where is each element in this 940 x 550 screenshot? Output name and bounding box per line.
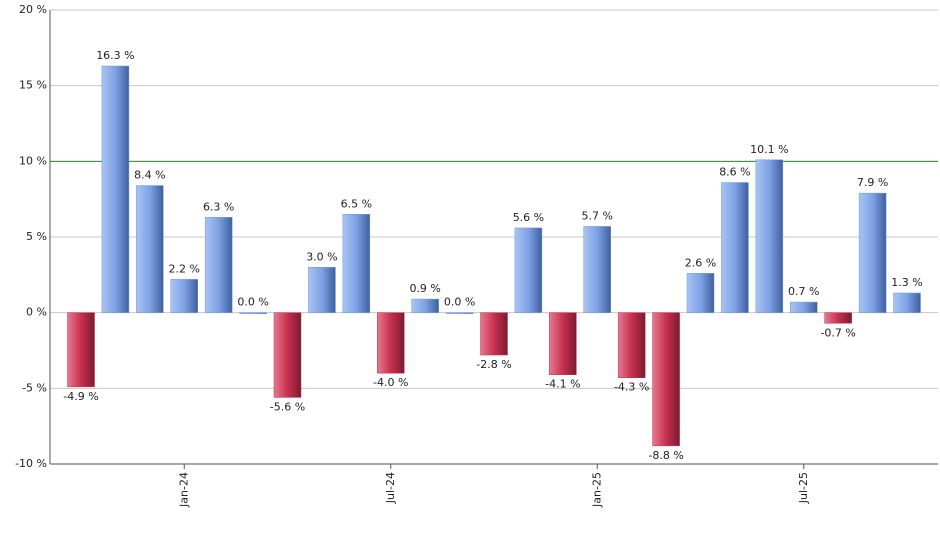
bar — [101, 65, 130, 313]
bar — [790, 301, 818, 313]
bar — [480, 312, 508, 356]
bar — [549, 312, 577, 375]
bar — [617, 312, 646, 378]
bar — [445, 312, 474, 314]
value-label: -5.6 % — [270, 400, 305, 413]
value-label: 2.2 % — [169, 262, 200, 275]
y-tick-label: 0 % — [26, 306, 47, 319]
value-label: -4.0 % — [373, 376, 408, 389]
value-label: 3.0 % — [306, 250, 337, 263]
value-label: 10.1 % — [750, 143, 788, 156]
value-label: -4.3 % — [614, 381, 649, 394]
x-tick-label: Jan-25 — [590, 472, 603, 508]
value-label: 1.3 % — [891, 276, 922, 289]
x-tick-label: Jan-24 — [177, 472, 190, 508]
bar — [824, 312, 852, 324]
value-label: 0.7 % — [788, 285, 819, 298]
value-label: 6.5 % — [341, 197, 372, 210]
bar — [136, 185, 164, 313]
bar — [170, 279, 198, 313]
y-tick-label: -5 % — [22, 381, 47, 394]
bar — [67, 312, 95, 388]
x-tick-label: Jul-24 — [384, 472, 397, 504]
value-label: -4.9 % — [63, 390, 98, 403]
value-label: 5.7 % — [582, 209, 613, 222]
value-label: 8.4 % — [134, 169, 165, 182]
y-tick-label: 20 % — [19, 3, 47, 16]
value-label: -0.7 % — [820, 326, 855, 339]
y-tick-label: -10 % — [15, 457, 47, 470]
bar — [652, 312, 680, 447]
value-label: -4.1 % — [545, 378, 580, 391]
bar — [583, 226, 611, 313]
y-tick-label: 15 % — [19, 79, 47, 92]
value-label: -8.8 % — [648, 449, 683, 462]
bar — [204, 217, 233, 313]
value-label: 8.6 % — [719, 166, 750, 179]
bar — [377, 312, 405, 374]
value-label: 2.6 % — [685, 256, 716, 269]
value-label: 5.6 % — [513, 211, 544, 224]
bar — [273, 312, 302, 398]
value-label: 0.0 % — [444, 296, 475, 309]
value-label: 7.9 % — [857, 176, 888, 189]
value-label: -2.8 % — [476, 358, 511, 371]
bar — [893, 292, 921, 313]
bar — [858, 192, 887, 313]
value-label: 16.3 % — [96, 49, 134, 62]
y-tick-label: 10 % — [19, 154, 47, 167]
y-tick-label: 5 % — [26, 230, 47, 243]
bar — [239, 312, 267, 314]
value-label: 0.0 % — [237, 296, 268, 309]
bar — [411, 298, 439, 313]
bar — [514, 227, 543, 313]
bar — [755, 159, 784, 313]
value-label: 6.3 % — [203, 200, 234, 213]
bar — [342, 214, 371, 313]
bar — [721, 182, 749, 313]
value-label: 0.9 % — [409, 282, 440, 295]
bar — [308, 267, 336, 313]
bar — [686, 273, 715, 313]
x-tick-label: Jul-25 — [797, 472, 810, 504]
